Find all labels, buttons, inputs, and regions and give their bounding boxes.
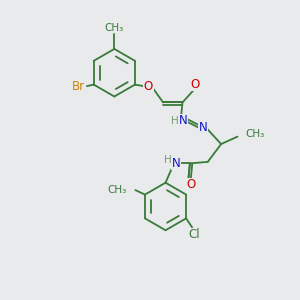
Text: N: N — [178, 114, 187, 128]
Text: H: H — [164, 155, 172, 165]
Text: Cl: Cl — [188, 228, 200, 241]
Text: O: O — [144, 80, 153, 93]
Text: N: N — [199, 121, 208, 134]
Text: H: H — [171, 116, 178, 126]
Text: CH₃: CH₃ — [245, 129, 264, 139]
Text: O: O — [190, 77, 200, 91]
Text: N: N — [172, 157, 181, 170]
Text: O: O — [187, 178, 196, 191]
Text: CH₃: CH₃ — [104, 22, 123, 32]
Text: Br: Br — [71, 80, 85, 93]
Text: CH₃: CH₃ — [108, 184, 127, 194]
